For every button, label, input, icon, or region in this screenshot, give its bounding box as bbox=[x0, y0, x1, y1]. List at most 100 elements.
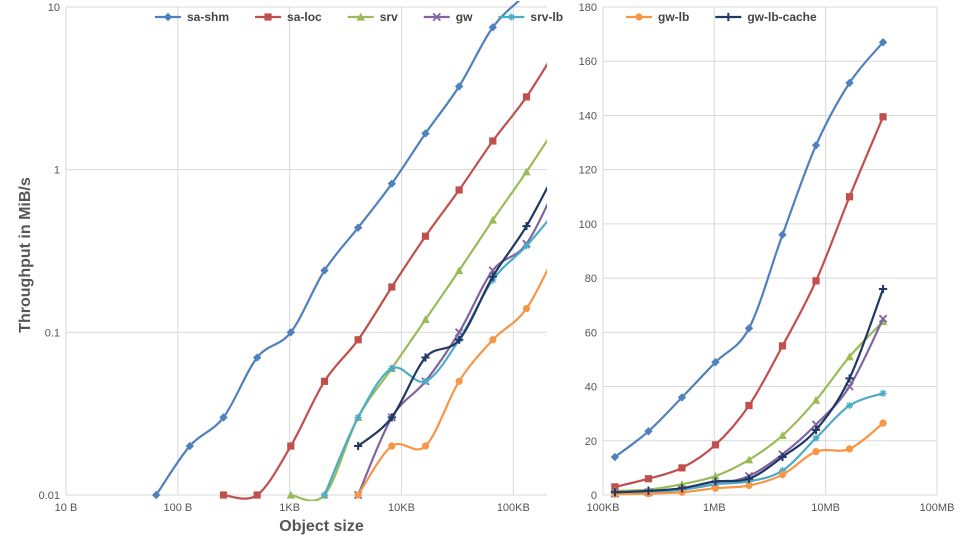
data-point bbox=[287, 442, 294, 449]
data-point bbox=[846, 445, 853, 452]
data-point bbox=[557, 240, 564, 247]
data-point bbox=[456, 378, 463, 385]
data-point bbox=[220, 491, 227, 498]
legend-label: sa-shm bbox=[187, 10, 229, 24]
legend-marker bbox=[264, 13, 271, 20]
x-tick-label: 100 B bbox=[163, 502, 192, 514]
y-tick-label: 160 bbox=[579, 56, 597, 68]
y-tick-label: 80 bbox=[585, 273, 597, 285]
data-point bbox=[712, 485, 719, 492]
data-point bbox=[645, 475, 652, 482]
legend-entry-sa-shm: sa-shm bbox=[155, 10, 229, 24]
data-point bbox=[812, 434, 819, 441]
data-point bbox=[745, 324, 753, 332]
x-tick-label: 10MB bbox=[811, 502, 840, 514]
data-point bbox=[523, 242, 530, 249]
data-point bbox=[422, 442, 429, 449]
series-srv-lb bbox=[321, 202, 564, 498]
y-tick-label: 120 bbox=[579, 165, 597, 177]
data-point bbox=[557, 174, 564, 181]
data-point bbox=[355, 336, 362, 343]
data-point bbox=[355, 414, 362, 421]
legend-label: srv-lb bbox=[530, 10, 563, 24]
x-tick-label: 100KB bbox=[586, 502, 619, 514]
y-tick-label: 140 bbox=[579, 110, 597, 122]
data-point bbox=[678, 464, 685, 471]
series-line bbox=[615, 117, 883, 487]
x-tick-label: 10KB bbox=[388, 502, 415, 514]
legend-label: gw-lb bbox=[658, 10, 689, 24]
data-point bbox=[778, 231, 786, 239]
series-sa-loc bbox=[220, 39, 564, 498]
data-point bbox=[745, 482, 752, 489]
data-point bbox=[388, 283, 395, 290]
legend: gw-lb gw-lb-cache bbox=[626, 10, 817, 24]
data-point bbox=[879, 113, 886, 120]
x-tick-label: 1KB bbox=[279, 502, 300, 514]
legend-entry-gw: gw bbox=[424, 10, 473, 24]
series-gw-lb bbox=[355, 240, 564, 498]
legend: sa-shm sa-loc srv gw srv-lb bbox=[155, 10, 563, 24]
data-point bbox=[388, 442, 395, 449]
legend-marker bbox=[164, 13, 172, 21]
data-point bbox=[812, 141, 820, 149]
y-tick-label: 0 bbox=[591, 490, 597, 502]
y-tick-label: 0.01 bbox=[39, 490, 60, 502]
data-point bbox=[812, 448, 819, 455]
data-point bbox=[388, 365, 395, 372]
y-tick-label: 60 bbox=[585, 327, 597, 339]
series-gw-lb-cache bbox=[354, 159, 564, 450]
data-point bbox=[879, 420, 886, 427]
legend-label: sa-loc bbox=[287, 10, 322, 24]
data-point bbox=[712, 441, 719, 448]
data-point bbox=[523, 93, 530, 100]
data-point bbox=[254, 491, 261, 498]
data-point bbox=[456, 186, 463, 193]
data-point bbox=[779, 342, 786, 349]
legend-label: gw-lb-cache bbox=[747, 10, 817, 24]
legend-entry-gw-lb: gw-lb bbox=[626, 10, 689, 24]
data-point bbox=[556, 159, 564, 167]
data-point bbox=[489, 137, 496, 144]
gridlines bbox=[66, 7, 547, 495]
y-tick-label: 40 bbox=[585, 382, 597, 394]
data-point bbox=[556, 116, 564, 124]
legend-marker bbox=[508, 13, 515, 20]
legend-entry-srv-lb: srv-lb bbox=[498, 10, 563, 24]
chart-1: 10 B 100 B 1KB 10KB 100KB 0.01 0.1 1 10 Object si… bbox=[17, 0, 564, 535]
series-line bbox=[224, 43, 561, 499]
y-tick-label: 100 bbox=[579, 219, 597, 231]
data-point bbox=[879, 390, 886, 397]
legend-label: gw bbox=[456, 10, 473, 24]
legend-marker bbox=[724, 13, 732, 21]
y-axis-title: Throughput in MiB/s bbox=[17, 177, 34, 333]
data-point bbox=[557, 202, 564, 209]
y-tick-label: 180 bbox=[579, 2, 597, 14]
y-tick-label: 1 bbox=[54, 165, 60, 177]
x-tick-label: 100KB bbox=[497, 502, 530, 514]
data-point bbox=[489, 336, 496, 343]
chart-2: 100KB 1MB 10MB 100MB 0 20 40 60 80 100 120 140 160 18… bbox=[579, 2, 955, 514]
data-point bbox=[422, 233, 429, 240]
x-tick-label: 10 B bbox=[55, 502, 78, 514]
data-point bbox=[745, 402, 752, 409]
data-point bbox=[321, 378, 328, 385]
series-line bbox=[156, 0, 526, 495]
x-axis-title: Object size bbox=[279, 518, 364, 535]
data-point bbox=[812, 277, 819, 284]
data-point bbox=[846, 193, 853, 200]
data-point bbox=[879, 285, 887, 293]
legend-entry-sa-loc: sa-loc bbox=[255, 10, 322, 24]
x-tick-label: 100MB bbox=[920, 502, 955, 514]
series-sa-shm bbox=[611, 38, 888, 461]
y-tick-label: 10 bbox=[48, 2, 60, 14]
series-line bbox=[325, 206, 561, 495]
legend-entry-gw-lb-cache: gw-lb-cache bbox=[715, 10, 817, 24]
data-point bbox=[846, 402, 853, 409]
legend-label: srv bbox=[380, 10, 398, 24]
data-point bbox=[355, 491, 362, 498]
data-point bbox=[557, 39, 564, 46]
data-point bbox=[523, 305, 530, 312]
y-tick-label: 20 bbox=[585, 436, 597, 448]
